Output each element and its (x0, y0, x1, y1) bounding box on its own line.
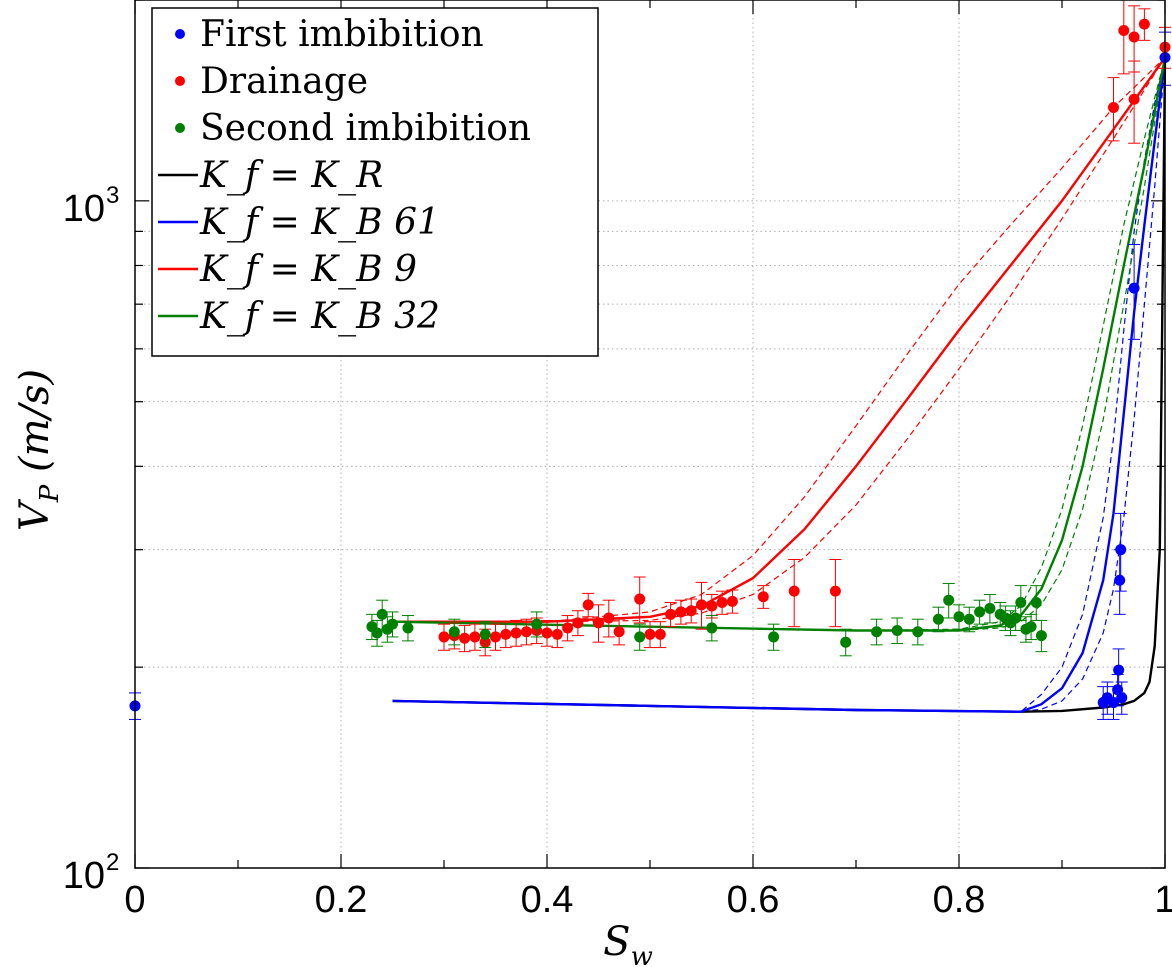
data-point (788, 585, 800, 597)
point-layer (129, 0, 1171, 720)
legend-label: First imbibition (200, 14, 484, 55)
data-point (387, 618, 398, 630)
data-point (644, 628, 656, 640)
data-point (603, 612, 615, 624)
data-point (1128, 93, 1140, 105)
y-tick-label: 10 (63, 188, 105, 230)
x-axis-label: Sw (603, 919, 653, 967)
data-point (500, 628, 512, 640)
x-tick-label: 1 (1154, 879, 1172, 921)
legend-marker (175, 29, 185, 39)
data-point (371, 627, 383, 639)
y-tick-exponent: 2 (106, 849, 119, 876)
data-point (479, 628, 491, 640)
x-tick-label: 0.6 (727, 879, 780, 921)
data-point (634, 593, 646, 605)
y-tick-exponent: 3 (106, 182, 119, 209)
legend-box (151, 7, 599, 357)
data-point (757, 591, 769, 603)
data-point (871, 626, 883, 638)
data-point (438, 631, 450, 643)
data-point (840, 636, 852, 648)
data-point (572, 617, 584, 629)
data-point (1114, 574, 1126, 586)
x-tick-label: 0.4 (521, 879, 574, 921)
x-tick-label: 0.8 (933, 879, 986, 921)
data-point (448, 626, 460, 638)
data-point (520, 626, 532, 638)
legend-label: Second imbibition (200, 108, 531, 149)
data-point (984, 602, 996, 614)
data-point (1010, 612, 1022, 624)
data-point (716, 597, 728, 609)
series-line (392, 56, 1166, 623)
data-point (685, 605, 697, 617)
data-point (912, 626, 924, 638)
data-point (1116, 692, 1128, 704)
data-point (1118, 25, 1130, 37)
data-point (1025, 621, 1037, 633)
data-point (634, 631, 646, 643)
data-point (932, 613, 944, 625)
legend-label: K_f = K_B 61 (199, 202, 440, 243)
data-point (696, 599, 707, 611)
data-point (953, 611, 965, 623)
data-point (1015, 597, 1027, 609)
legend-marker (175, 123, 185, 133)
legend-label: K_f = K_B 32 (199, 296, 440, 337)
data-point (510, 627, 522, 639)
data-point (768, 631, 780, 643)
x-tick-label: 0 (124, 879, 145, 921)
data-point (1030, 597, 1042, 609)
x-tick-label: 0.2 (315, 879, 368, 921)
series-line (392, 57, 1167, 632)
data-point (726, 595, 738, 607)
data-point (551, 628, 563, 640)
data-point (654, 628, 666, 640)
data-point (469, 631, 481, 643)
data-point (974, 606, 986, 618)
data-point (541, 627, 553, 639)
data-point (963, 613, 975, 625)
legend-label: K_f = K_R (199, 155, 383, 196)
data-point (531, 618, 543, 630)
band-upper-line (392, 57, 1166, 623)
legend-marker (175, 76, 185, 86)
data-point (706, 622, 718, 634)
data-point (1138, 18, 1150, 30)
legend: First imbibition Drainage Second imbibitio… (151, 7, 599, 357)
data-point (459, 632, 471, 644)
data-point (1128, 31, 1140, 43)
data-point (1115, 544, 1127, 556)
legend-label: K_f = K_B 9 (199, 249, 417, 290)
data-point (593, 617, 604, 629)
data-point (665, 608, 677, 620)
data-point (582, 599, 594, 611)
band-lower-line (392, 57, 1166, 623)
data-point (1128, 282, 1140, 294)
data-point (1108, 102, 1119, 114)
data-point (613, 626, 625, 638)
data-point (891, 624, 903, 636)
data-point (490, 631, 501, 643)
y-tick-label: 10 (63, 855, 105, 897)
data-point (1035, 630, 1047, 642)
ticks (134, 0, 1166, 869)
line-layer (392, 56, 1167, 713)
data-point (675, 606, 687, 618)
series-line (392, 57, 1167, 713)
data-point (1113, 664, 1125, 676)
data-point (402, 622, 414, 634)
data-point (706, 600, 718, 612)
data-point (943, 594, 955, 606)
y-axis-label: VP (m/s) (12, 369, 65, 531)
data-point (562, 622, 574, 634)
data-point (376, 608, 388, 620)
legend-label: Drainage (200, 61, 368, 102)
data-point (829, 585, 841, 597)
data-point (1108, 697, 1119, 709)
